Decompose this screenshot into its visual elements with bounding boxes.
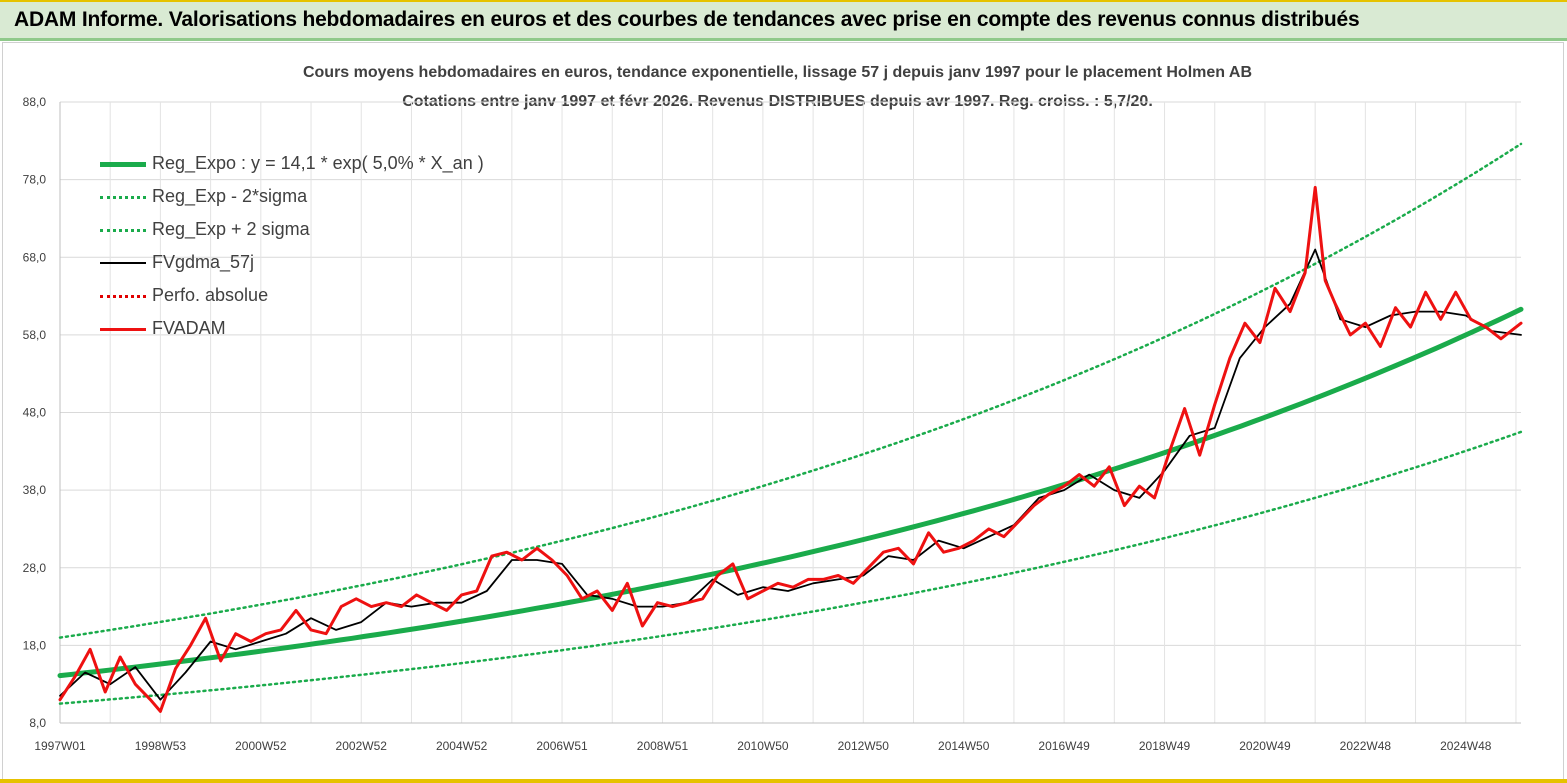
series-line-2 [58, 142, 1523, 639]
x-tick-label: 2000W52 [235, 739, 287, 753]
x-tick-label: 2006W51 [536, 739, 588, 753]
y-tick-label: 88,0 [23, 95, 47, 109]
y-tick-label: 8,0 [29, 716, 46, 730]
x-tick-label: 2020W49 [1239, 739, 1291, 753]
y-tick-label: 78,0 [23, 173, 47, 187]
report-header: ADAM Informe. Valorisations hebdomadaire… [0, 0, 1567, 38]
legend-swatch [100, 262, 146, 264]
y-tick-label: 48,0 [23, 406, 47, 420]
series-line-0 [57, 306, 1524, 679]
x-tick-label: 2012W50 [838, 739, 890, 753]
x-tick-label: 2018W49 [1139, 739, 1191, 753]
legend-label: FVgdma_57j [152, 252, 255, 272]
legend-label: Reg_Expo : y = 14,1 * exp( 5,0% * X_an ) [152, 153, 484, 173]
legend-label: FVADAM [152, 318, 226, 338]
x-tick-label: 2010W50 [737, 739, 789, 753]
series-line-1 [58, 430, 1523, 705]
legend-swatch [100, 327, 146, 331]
header-divider [0, 38, 1567, 41]
legend-label: Reg_Exp + 2 sigma [152, 219, 310, 239]
report-title: ADAM Informe. Valorisations hebdomadaire… [14, 8, 1360, 31]
y-tick-label: 68,0 [23, 250, 47, 264]
x-tick-label: 1998W53 [135, 739, 187, 753]
series-line-5 [58, 185, 1523, 713]
x-tick-label: 1997W01 [34, 739, 86, 753]
chart-title-line1: Cours moyens hebdomadaires en euros, ten… [302, 64, 1253, 81]
legend-swatch [100, 294, 146, 298]
x-tick-label: 2002W52 [336, 739, 388, 753]
series-line-3 [59, 248, 1522, 701]
legend-swatch [100, 161, 146, 167]
y-tick-label: 38,0 [23, 483, 47, 497]
x-tick-label: 2008W51 [637, 739, 689, 753]
legend-swatch [100, 228, 146, 232]
legend-label: Perfo. absolue [152, 285, 269, 305]
bottom-divider [0, 779, 1567, 783]
y-tick-label: 28,0 [23, 561, 47, 575]
legend-label: Reg_Exp - 2*sigma [152, 186, 308, 206]
x-tick-label: 2004W52 [436, 739, 488, 753]
x-tick-label: 2024W48 [1440, 739, 1492, 753]
x-tick-label: 2016W49 [1038, 739, 1090, 753]
y-tick-label: 18,0 [23, 638, 47, 652]
legend-swatch [100, 195, 146, 199]
y-tick-label: 58,0 [23, 328, 47, 342]
x-tick-label: 2022W48 [1340, 739, 1392, 753]
x-tick-label: 2014W50 [938, 739, 990, 753]
